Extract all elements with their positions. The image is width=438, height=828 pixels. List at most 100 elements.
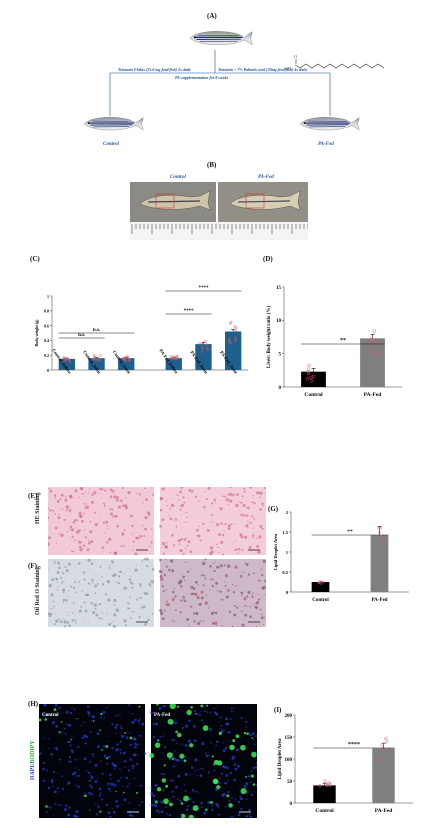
y-tick-label: 100 <box>285 758 293 763</box>
x-tick-label: Control <box>312 598 329 603</box>
panel-label-c: (C) <box>30 255 40 263</box>
significance-label: n.s. <box>93 328 101 333</box>
data-point <box>320 582 323 585</box>
bodipy-label: BODIPY <box>30 740 36 764</box>
data-point <box>126 355 129 359</box>
data-point <box>307 363 311 368</box>
panel-label-g: (G) <box>268 505 279 513</box>
data-point <box>234 336 238 340</box>
bar <box>165 358 182 370</box>
data-point <box>234 329 238 332</box>
data-point <box>122 359 126 362</box>
data-point <box>372 329 376 333</box>
x-tick-label: Control <box>315 808 334 814</box>
fluorescence-tile <box>39 704 145 818</box>
data-point <box>379 526 383 530</box>
data-point <box>384 736 388 740</box>
significance-label: ** <box>340 338 346 344</box>
data-point <box>307 372 311 376</box>
data-point <box>63 359 67 363</box>
data-point <box>65 357 68 360</box>
data-point <box>305 377 309 381</box>
data-point <box>385 740 389 744</box>
data-point <box>309 375 313 380</box>
data-point <box>328 783 332 787</box>
data-point <box>97 358 101 362</box>
data-point <box>128 358 131 361</box>
y-tick-label: 1 <box>286 550 289 555</box>
y-tick-label: 15 <box>276 286 282 291</box>
y-tick-label: 1.5 <box>282 530 288 535</box>
y-tick-label: 0.5 <box>282 570 288 575</box>
y-axis-label: Liver: Body weight ratio (%) <box>267 306 272 369</box>
data-point <box>234 326 238 329</box>
fluor-label-control: Control <box>42 713 59 718</box>
chart-g-lipid-droplet: 0 0.5 1 1.5 2 Lipid Droplet Area Control PA-Fed… <box>273 510 409 603</box>
duration-text: PA-supplementation for 8 weeks <box>175 75 229 80</box>
panel-label-f: (F) <box>28 562 37 570</box>
data-point <box>174 357 178 361</box>
histology-images <box>48 487 266 628</box>
fish-top <box>189 30 253 46</box>
data-point <box>201 347 204 350</box>
panel-label-e: (E) <box>28 492 38 500</box>
data-point <box>205 346 209 349</box>
data-point <box>99 358 102 362</box>
y-tick-label: 150 <box>285 736 293 741</box>
fluor-stain-label: DAPI/BODIPY <box>30 740 36 780</box>
significance-label: **** <box>184 309 195 314</box>
svg-text:O: O <box>294 54 297 59</box>
data-point <box>124 359 127 363</box>
data-point <box>306 367 311 371</box>
data-point <box>169 355 173 359</box>
panel-label-a: (A) <box>207 12 217 20</box>
fluor-label-pafed: PA-Fed <box>154 713 171 718</box>
chart-i-lipid-droplet: 0 50 100 150 200 Lipid Droplet Area Control PA-… <box>278 714 413 814</box>
data-point <box>377 527 381 530</box>
data-point <box>381 540 385 544</box>
y-tick-label: 5 <box>279 352 282 357</box>
data-point <box>204 340 207 343</box>
data-point <box>326 782 330 786</box>
data-point <box>322 580 326 584</box>
y-tick-label: 0.2 <box>44 353 49 358</box>
data-point <box>318 580 322 584</box>
right-diet-text: Tetramin + 7% Palmitic acid (20mg feed/f… <box>218 67 308 72</box>
data-point <box>365 350 369 354</box>
y-tick-label: 200 <box>285 714 293 719</box>
data-point <box>201 350 204 353</box>
x-tick-label: Control <box>304 392 323 398</box>
fish-label-control: Control <box>103 142 119 147</box>
data-point <box>201 341 205 345</box>
svg-text:OH: OH <box>285 66 291 71</box>
y-tick-label: 0 <box>47 368 49 373</box>
fish-pafed <box>299 116 360 131</box>
bar <box>58 358 76 370</box>
y-tick-label: 0.6 <box>44 323 49 328</box>
significance-label: **** <box>348 742 360 748</box>
stain-label-he: HE Staining <box>35 492 41 524</box>
y-axis-label: Body weight (g) <box>34 319 39 347</box>
x-tick-label: PA-Fed <box>371 598 387 603</box>
data-point <box>121 357 125 360</box>
bar <box>370 535 389 592</box>
data-point <box>62 356 66 360</box>
data-point <box>380 742 384 747</box>
significance-label: **** <box>198 286 209 291</box>
panel-label-h: (H) <box>28 700 39 708</box>
data-point <box>381 746 385 751</box>
fish-photos <box>130 182 308 240</box>
y-tick-label: 0 <box>279 386 282 391</box>
fluorescence-images <box>39 704 257 818</box>
y-tick-label: 0 <box>286 590 289 595</box>
fish-label-pafed: PA-Fed <box>318 142 334 147</box>
panel-label-i: (I) <box>274 706 282 714</box>
bar <box>311 582 330 592</box>
panel-label-d: (D) <box>263 255 273 263</box>
data-point <box>67 358 71 362</box>
y-tick-label: 50 <box>287 780 293 785</box>
data-point <box>369 344 373 348</box>
bar <box>195 344 212 370</box>
bar <box>301 371 326 387</box>
